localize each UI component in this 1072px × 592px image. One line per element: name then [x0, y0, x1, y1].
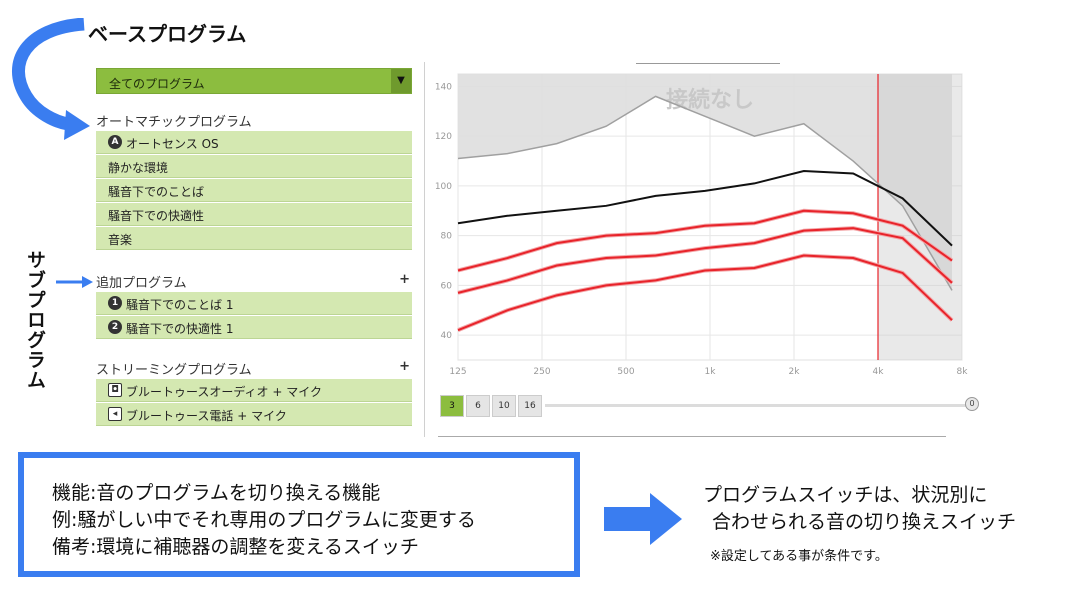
additional-heading-text: 追加プログラム [96, 276, 187, 291]
high-frequency-shade [878, 74, 962, 360]
y-tick-label: 40 [441, 331, 453, 341]
y-tick-label: 100 [435, 182, 452, 192]
y-tick-label: 60 [441, 281, 453, 291]
y-tick-label: 140 [435, 82, 452, 92]
gain-curve-chart: 接続なし 40 60 80 100 120 140 125 250 500 1k 2k 4k 8k [435, 73, 969, 377]
channel-tab-6[interactable]: 6 [466, 395, 490, 417]
x-tick-label: 1k [705, 367, 717, 377]
panel-divider [424, 62, 425, 437]
info-box: 機能:音のプログラムを切り換える機能 例:騒がしい中でそれ専用のプログラムに変更… [18, 452, 580, 577]
description-line-1: プログラムスイッチは、状況別に [703, 484, 988, 506]
info-remark: 備考:環境に補聴器の調整を変えるスイッチ [52, 536, 419, 558]
curved-arrow-icon [12, 18, 90, 140]
target-curve [457, 169, 953, 247]
condition-note: ※設定してある事が条件です。 [710, 549, 888, 564]
program-item-speech-1[interactable]: 1 騒音下でのことば 1 [96, 292, 412, 315]
streaming-heading-text: ストリーミングプログラム [96, 363, 252, 378]
top-scroll-indicator [636, 63, 780, 64]
program-item-label: 騒音下での快適性 [108, 209, 205, 223]
program-item-label: ブルートゥース電話 + マイク [126, 409, 287, 423]
automatic-heading-text: オートマチックプログラム [96, 115, 252, 130]
slider-track[interactable] [545, 404, 968, 407]
base-program-annotation: ベースプログラム [88, 22, 247, 46]
streaming-programs-heading: ストリーミングプログラム + [96, 359, 412, 378]
program-item-label: オートセンス OS [126, 137, 219, 151]
y-tick-label: 80 [441, 232, 453, 242]
program-item-label: 音楽 [108, 233, 133, 247]
automatic-programs-heading: オートマチックプログラム [96, 111, 412, 130]
gain-curve [457, 209, 953, 272]
x-tick-label: 250 [533, 367, 550, 377]
program-item-music[interactable]: 音楽 [96, 227, 412, 250]
additional-programs-heading: 追加プログラム + [96, 272, 412, 291]
program-item-label: 騒音下でのことば [108, 185, 205, 199]
chevron-down-icon[interactable]: ▼ [391, 69, 411, 93]
description-line-2: 合わせられる音の切り換えスイッチ [712, 511, 1017, 533]
right-arrow-icon [604, 493, 682, 545]
program-item-comfort-1[interactable]: 2 騒音下での快適性 1 [96, 316, 412, 339]
small-arrow-icon [56, 276, 93, 288]
program-item-quiet[interactable]: 静かな環境 [96, 155, 412, 178]
program-item-autosense[interactable]: A オートセンス OS [96, 131, 412, 154]
program-item-speech-in-noise[interactable]: 騒音下でのことば [96, 179, 412, 202]
max-output-curve [457, 95, 953, 291]
x-tick-label: 2k [789, 367, 801, 377]
program-item-bt-audio[interactable]: ◘ ブルートゥースオーディオ + マイク [96, 379, 412, 402]
info-function: 機能:音のプログラムを切り換える機能 [52, 482, 381, 504]
x-tick-label: 4k [873, 367, 885, 377]
channel-tab-10[interactable]: 10 [492, 395, 516, 417]
channel-tab-16[interactable]: 16 [518, 395, 542, 417]
speaker-icon: ◘ [108, 383, 122, 397]
x-tick-label: 8k [957, 367, 969, 377]
program-item-label: 静かな環境 [108, 161, 169, 175]
program-item-comfort-in-noise[interactable]: 騒音下での快適性 [96, 203, 412, 226]
auto-a-icon: A [108, 135, 122, 149]
add-program-button[interactable]: + [399, 272, 410, 287]
number-2-icon: 2 [108, 320, 122, 334]
info-example: 例:騒がしい中でそれ専用のプログラムに変更する [52, 509, 476, 531]
sub-program-annotation: サブプログラム [24, 250, 46, 390]
gain-curve [457, 227, 953, 294]
program-item-label: 騒音下での快適性 1 [126, 322, 234, 336]
program-filter-dropdown[interactable]: 全てのプログラム ▼ [96, 68, 412, 94]
slider-knob[interactable]: 0 [965, 397, 979, 411]
gain-curve [457, 254, 953, 332]
no-connection-label: 接続なし [666, 87, 754, 113]
program-item-bt-phone[interactable]: ◂ ブルートゥース電話 + マイク [96, 403, 412, 426]
y-tick-label: 120 [435, 132, 452, 142]
channel-tab-3[interactable]: 3 [440, 395, 464, 417]
program-item-label: ブルートゥースオーディオ + マイク [126, 385, 323, 399]
x-tick-label: 125 [449, 367, 466, 377]
phone-volume-icon: ◂ [108, 407, 122, 421]
program-item-label: 騒音下でのことば 1 [126, 298, 234, 312]
bottom-divider [438, 436, 946, 437]
no-connection-region [458, 74, 952, 291]
add-streaming-button[interactable]: + [399, 359, 410, 374]
dropdown-label: 全てのプログラム [109, 77, 205, 91]
number-1-icon: 1 [108, 296, 122, 310]
x-tick-label: 500 [617, 367, 634, 377]
